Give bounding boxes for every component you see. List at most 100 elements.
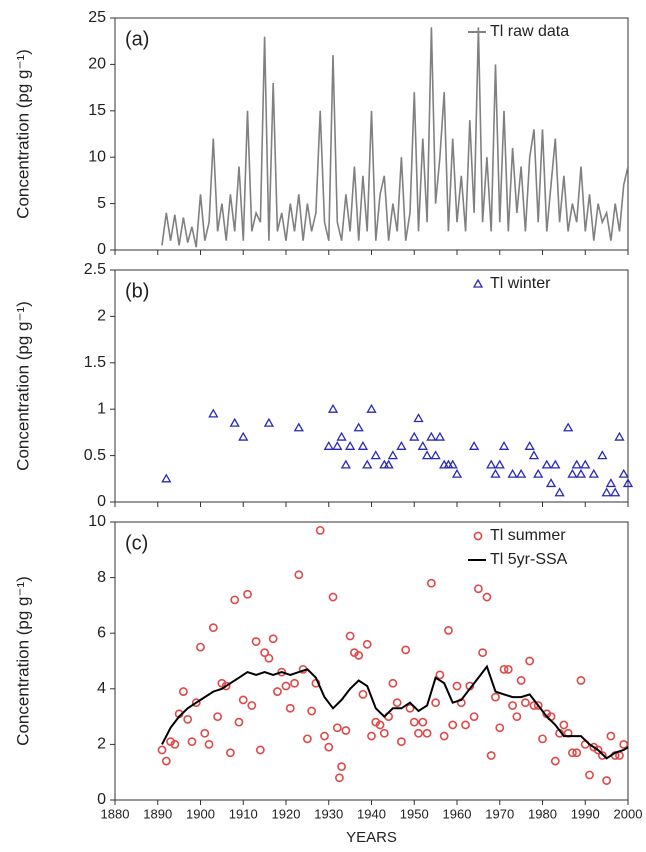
data-point [191,698,201,708]
data-point [362,639,372,649]
data-point [575,468,587,478]
y-tick-label: 15 [88,102,106,119]
y-tick-label: 1 [97,400,106,417]
data-point [370,450,381,460]
data-point [559,720,569,730]
data-point [238,695,248,705]
data-point [200,728,210,738]
data-point [568,748,577,758]
data-point [554,487,565,497]
data-point [260,648,270,658]
data-point [226,748,235,758]
data-point [263,417,275,427]
data-point [243,589,252,599]
data-point [379,728,389,738]
y-tick-label: 5 [97,195,106,212]
y-tick-label: 0 [97,493,106,510]
data-point [375,720,385,730]
data-point [469,712,479,721]
data-point [354,651,364,660]
data-point [320,731,329,741]
x-tick-label: 1950 [400,806,429,821]
data-point [414,728,423,738]
data-point [498,441,510,450]
data-point [507,468,518,478]
x-axis-label: YEARS [346,829,397,846]
panel-label: (b) [125,280,149,302]
data-point [409,717,419,727]
data-point [388,678,398,688]
data-point [418,717,428,727]
legend-label: Tl raw data [490,23,569,40]
data-point [273,687,282,696]
y-axis-label: Concentration (pg g⁻¹) [13,576,32,746]
data-point [161,473,172,483]
data-point [451,468,463,478]
data-point [323,441,334,450]
x-tick-label: 1880 [101,806,130,821]
data-point [447,459,458,469]
data-point [444,626,453,635]
data-point [499,664,509,674]
data-point [341,726,351,735]
data-point [588,468,599,478]
data-point [618,468,629,478]
data-line [161,664,628,760]
data-point [580,459,591,469]
y-tick-label: 20 [88,56,106,73]
data-point [421,450,433,460]
data-point [366,403,377,413]
data-point [335,773,344,783]
y-tick-label: 4 [97,680,106,697]
data-point [302,734,312,744]
data-point [491,692,500,702]
data-point [405,703,415,713]
legend-swatch [473,531,483,541]
legend-swatch [472,278,484,288]
data-point [508,701,517,710]
y-axis-label: Concentration (pg g⁻¹) [13,49,32,219]
data-point [448,720,458,730]
data-point [358,689,368,699]
data-point [550,459,561,469]
data-point [541,459,552,469]
y-tick-label: 0 [97,791,106,808]
data-point [187,737,197,747]
data-point [430,450,441,460]
data-point [490,468,501,478]
x-tick-label: 1900 [186,806,215,821]
data-point [610,487,621,497]
data-point [528,450,540,460]
y-tick-label: 0 [97,241,106,258]
x-tick-label: 1920 [272,806,301,821]
data-point [294,570,304,580]
data-point [482,592,492,602]
data-point [221,681,231,691]
data-point [461,720,470,730]
data-point [426,578,436,588]
data-point [307,706,317,716]
data-line [161,27,628,248]
data-point [521,698,530,708]
data-point [285,703,295,713]
data-point [345,631,355,641]
data-point [340,459,351,469]
data-point [567,468,578,478]
data-point [170,740,180,749]
data-point [473,584,483,594]
data-point [538,734,547,744]
y-tick-label: 0.5 [84,447,106,464]
data-point [392,698,402,708]
data-point [533,701,543,710]
data-point [161,756,171,766]
data-point [204,740,214,749]
data-point [452,681,462,691]
data-point [494,459,505,469]
data-point [332,441,343,450]
data-point [525,656,535,666]
y-axis-label: Concentration (pg g⁻¹) [13,301,32,471]
data-point [383,459,394,469]
data-point [328,592,338,602]
